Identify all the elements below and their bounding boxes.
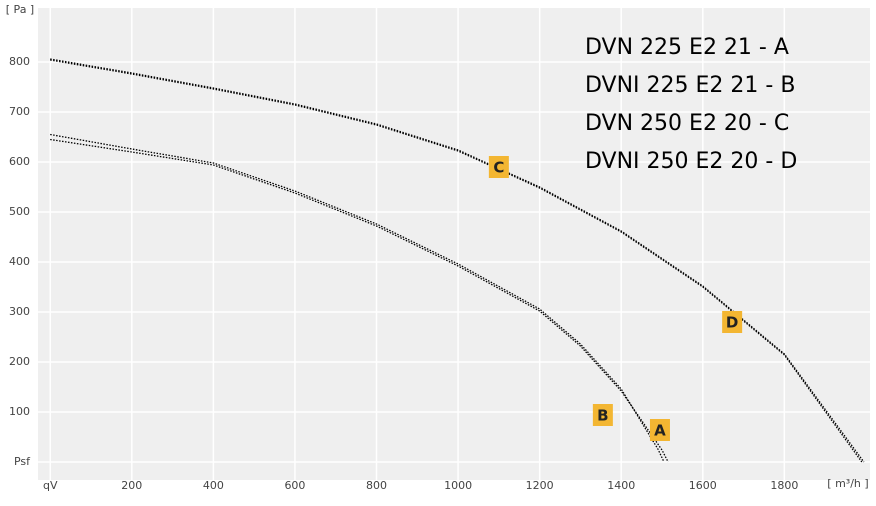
x-tick-label: 1400 xyxy=(607,479,635,492)
y-tick-label: 600 xyxy=(9,155,30,168)
legend-entry: DVN 225 E2 21 - A xyxy=(585,35,789,60)
y-tick-label: 800 xyxy=(9,55,30,68)
series-line xyxy=(50,133,665,463)
x-tick-label: 1800 xyxy=(770,479,798,492)
series-line xyxy=(50,59,863,463)
y-tick-label: 200 xyxy=(9,355,30,368)
legend-entry: DVNI 250 E2 20 - D xyxy=(585,149,797,174)
annotation-label: C xyxy=(493,159,504,177)
legend-entry: DVN 250 E2 20 - C xyxy=(585,111,789,136)
y-tick-label: Psf xyxy=(14,455,31,468)
x-tick-label: 800 xyxy=(366,479,387,492)
series-line xyxy=(50,58,865,463)
annotation-box xyxy=(488,156,509,178)
y-tick-label: 400 xyxy=(9,255,30,268)
x-tick-label: 400 xyxy=(203,479,224,492)
y-tick-label: 100 xyxy=(9,405,30,418)
plot-area xyxy=(38,8,870,480)
x-tick-label: 1600 xyxy=(689,479,717,492)
x-tick-label: 1200 xyxy=(526,479,554,492)
x-tick-label: 200 xyxy=(121,479,142,492)
annotation-box xyxy=(592,404,613,426)
y-tick-label: 300 xyxy=(9,305,30,318)
annotation-box xyxy=(649,419,670,441)
legend-entry: DVNI 225 E2 21 - B xyxy=(585,73,795,98)
y-tick-label: 500 xyxy=(9,205,30,218)
annotation-box xyxy=(722,311,743,333)
annotation-label: B xyxy=(597,407,608,425)
y-axis-label: [ Pa ] xyxy=(6,3,34,16)
x-tick-label: 600 xyxy=(284,479,305,492)
x-tick-label: 1000 xyxy=(444,479,472,492)
y-tick-label: 700 xyxy=(9,105,30,118)
x-axis-label: [ m³/h ] xyxy=(827,477,868,490)
annotation-label: A xyxy=(654,422,666,440)
series-line xyxy=(50,138,669,463)
x-tick-label: qV xyxy=(43,479,58,492)
annotation-label: D xyxy=(726,314,738,332)
